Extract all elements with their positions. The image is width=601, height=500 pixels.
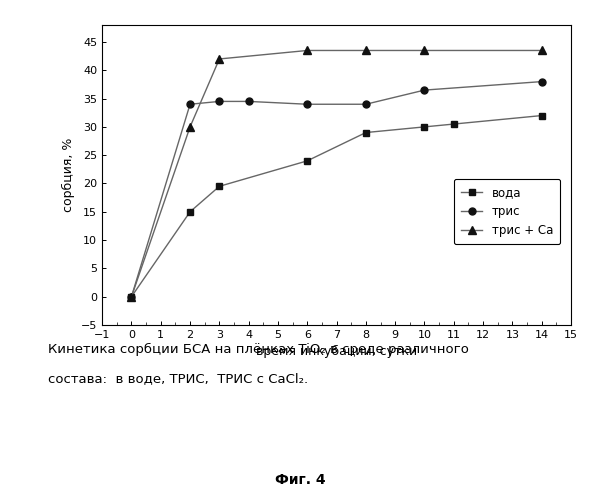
Line: трис: трис [128, 78, 545, 300]
трис [186, 101, 194, 107]
вода [216, 184, 223, 190]
трис [421, 87, 428, 93]
X-axis label: время инкубации, сутки: время инкубации, сутки [256, 346, 417, 358]
Text: состава:  в воде, ТРИС,  ТРИС с CaCl₂.: состава: в воде, ТРИС, ТРИС с CaCl₂. [48, 372, 308, 386]
Line: вода: вода [128, 112, 545, 300]
трис [128, 294, 135, 300]
вода [538, 112, 545, 118]
вода [304, 158, 311, 164]
вода [186, 209, 194, 215]
трис + Ca [186, 124, 194, 130]
Text: Кинетика сорбции БСА на плёнках TiO₂ в среде различного: Кинетика сорбции БСА на плёнках TiO₂ в с… [48, 342, 469, 355]
трис + Ca [304, 48, 311, 54]
вода [362, 130, 370, 136]
трис + Ca [216, 56, 223, 62]
трис [362, 101, 370, 107]
вода [421, 124, 428, 130]
трис [245, 98, 252, 104]
вода [128, 294, 135, 300]
Y-axis label: сорбция, %: сорбция, % [63, 138, 75, 212]
трис [538, 78, 545, 84]
трис + Ca [421, 48, 428, 54]
трис [304, 101, 311, 107]
Text: Фиг. 4: Фиг. 4 [275, 474, 326, 488]
трис [216, 98, 223, 104]
трис + Ca [362, 48, 370, 54]
Legend: вода, трис, трис + Ca: вода, трис, трис + Ca [454, 179, 560, 244]
трис + Ca [538, 48, 545, 54]
трис + Ca [128, 294, 135, 300]
вода [450, 121, 457, 127]
Line: трис + Ca: трис + Ca [127, 46, 546, 301]
